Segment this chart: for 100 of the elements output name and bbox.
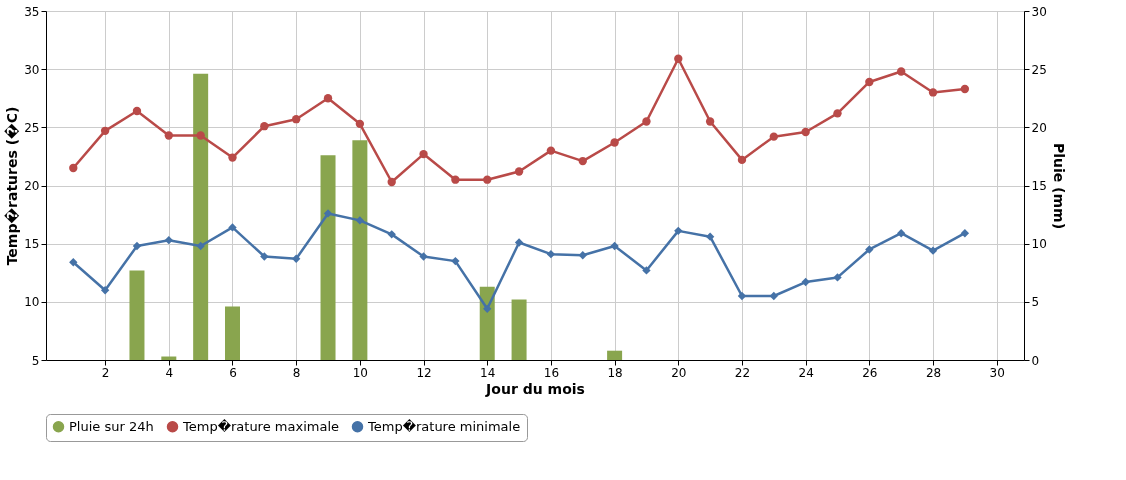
y-tick-label: 5 bbox=[31, 353, 40, 368]
point bbox=[928, 88, 938, 97]
point bbox=[737, 155, 747, 165]
point bbox=[514, 238, 524, 247]
x-axis-title: Jour du mois bbox=[485, 380, 585, 397]
point bbox=[801, 127, 810, 137]
point bbox=[228, 153, 237, 162]
x-tick-label: 24 bbox=[798, 365, 814, 380]
bar bbox=[193, 73, 209, 360]
point bbox=[674, 54, 683, 63]
point bbox=[196, 131, 205, 140]
bar bbox=[129, 270, 145, 360]
point bbox=[69, 163, 78, 173]
x-tick-label: 28 bbox=[925, 365, 942, 380]
point bbox=[132, 106, 142, 116]
point bbox=[100, 126, 110, 135]
point bbox=[419, 149, 428, 159]
y-tick-label: 20 bbox=[24, 179, 40, 193]
y-tick-label: 35 bbox=[24, 4, 40, 19]
y2-tick-label: 20 bbox=[1031, 120, 1047, 135]
point bbox=[833, 273, 842, 282]
point bbox=[610, 138, 619, 147]
y-tick-label: 15 bbox=[24, 237, 40, 252]
x-tick-label: 30 bbox=[989, 365, 1005, 380]
bar bbox=[225, 306, 240, 360]
point bbox=[578, 251, 587, 260]
point bbox=[292, 254, 301, 263]
x-tick-label: 2 bbox=[101, 365, 110, 380]
y2-tick-label: 5 bbox=[1031, 295, 1040, 310]
point bbox=[164, 235, 173, 245]
y2-axis-title: Pluie (mm) bbox=[1050, 142, 1067, 230]
point bbox=[323, 94, 333, 103]
point bbox=[292, 115, 301, 124]
point bbox=[355, 119, 365, 129]
x-tick-label: 26 bbox=[862, 365, 878, 380]
y-axis-title: Temp�ratures (�C) bbox=[4, 106, 21, 266]
point bbox=[833, 109, 842, 118]
x-tick-label: 6 bbox=[229, 365, 237, 380]
point bbox=[705, 117, 715, 126]
point bbox=[387, 230, 396, 239]
point bbox=[865, 245, 874, 254]
point bbox=[546, 249, 556, 259]
point bbox=[483, 304, 492, 313]
point bbox=[387, 177, 396, 187]
y2-tick-label: 0 bbox=[1031, 353, 1040, 368]
bar bbox=[320, 155, 336, 360]
bar bbox=[511, 299, 527, 360]
point bbox=[132, 241, 142, 251]
point bbox=[323, 209, 333, 218]
point bbox=[260, 252, 269, 261]
y2-tick-label: 25 bbox=[1031, 62, 1047, 77]
x-tick-label: 12 bbox=[416, 365, 432, 380]
legend-label: Pluie sur 24h bbox=[69, 418, 154, 434]
point bbox=[451, 256, 460, 266]
y2-tick-label: 10 bbox=[1031, 237, 1047, 252]
legend-label: Temp�rature maximale bbox=[182, 417, 339, 434]
point bbox=[960, 84, 970, 94]
point bbox=[769, 132, 778, 141]
point bbox=[355, 216, 365, 225]
legend-label: Temp�rature minimale bbox=[367, 417, 521, 434]
point bbox=[546, 146, 556, 155]
point bbox=[451, 175, 460, 184]
point bbox=[642, 266, 651, 275]
x-tick-label: 22 bbox=[734, 365, 751, 380]
point bbox=[960, 229, 970, 238]
point bbox=[100, 286, 110, 295]
bar bbox=[352, 140, 368, 360]
bar bbox=[607, 350, 623, 360]
x-tick-label: 18 bbox=[607, 365, 623, 380]
point bbox=[865, 77, 874, 87]
point bbox=[228, 223, 237, 232]
point bbox=[196, 241, 205, 251]
point bbox=[801, 277, 810, 287]
y-tick-label: 30 bbox=[24, 62, 40, 77]
point bbox=[897, 229, 906, 238]
point bbox=[769, 291, 778, 301]
point bbox=[897, 67, 906, 76]
point bbox=[642, 117, 651, 126]
x-tick-label: 20 bbox=[671, 365, 687, 380]
point bbox=[164, 131, 173, 140]
x-tick-label: 16 bbox=[543, 365, 560, 380]
x-tick-label: 10 bbox=[352, 365, 369, 380]
point bbox=[419, 252, 428, 261]
point bbox=[674, 226, 683, 236]
point bbox=[69, 258, 78, 267]
point bbox=[260, 122, 269, 131]
point bbox=[578, 156, 587, 166]
x-tick-label: 14 bbox=[480, 365, 496, 380]
bar bbox=[479, 286, 495, 360]
y-tick-label: 10 bbox=[24, 295, 40, 310]
point bbox=[928, 246, 938, 255]
point bbox=[514, 167, 524, 176]
x-tick-label: 8 bbox=[292, 365, 301, 380]
point bbox=[705, 232, 715, 241]
point bbox=[610, 241, 619, 251]
x-tick-label: 4 bbox=[165, 365, 174, 380]
y2-tick-label: 15 bbox=[1031, 179, 1047, 193]
point bbox=[483, 175, 492, 184]
y-tick-label: 25 bbox=[24, 120, 40, 135]
y2-tick-label: 30 bbox=[1031, 4, 1047, 19]
